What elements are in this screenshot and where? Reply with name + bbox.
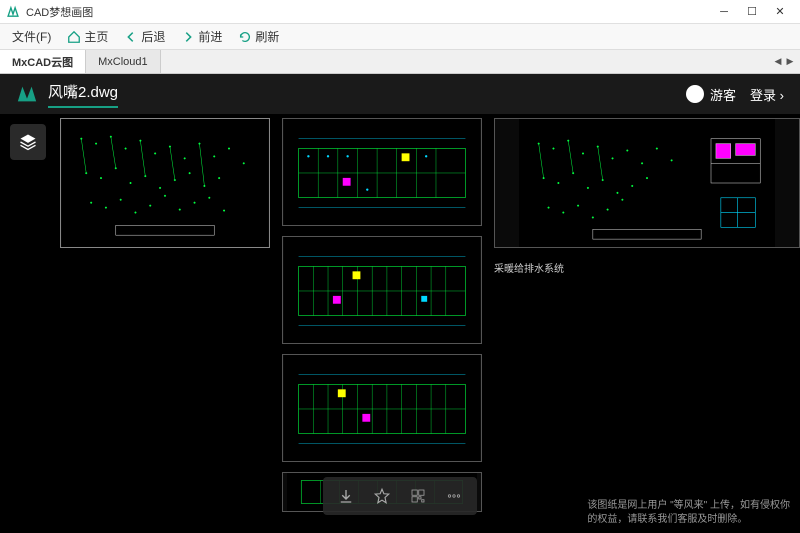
- viewer-logo-icon: [16, 83, 38, 105]
- menubar: 文件(F) 主页 后退 前进 刷新: [0, 24, 800, 50]
- home-icon: [67, 30, 81, 44]
- thumbnail-1[interactable]: [60, 118, 270, 248]
- back-icon: [124, 30, 138, 44]
- footer-copyright: 该图纸是网上用户 "等风来" 上传，如有侵权你 的权益，请联系我们客服及时删除。: [587, 499, 790, 527]
- tab-mxcloud1[interactable]: MxCloud1: [86, 50, 161, 73]
- menu-back[interactable]: 后退: [116, 25, 173, 48]
- cad-preview-icon: [283, 237, 481, 343]
- thumbnail-3[interactable]: [282, 236, 482, 344]
- maximize-button[interactable]: ☐: [738, 2, 766, 22]
- download-button[interactable]: [331, 481, 361, 511]
- menu-refresh[interactable]: 刷新: [230, 25, 287, 48]
- menu-home[interactable]: 主页: [59, 25, 116, 48]
- tab-next-icon[interactable]: ▶: [784, 56, 796, 67]
- cad-preview-icon: [61, 119, 269, 247]
- window-title: CAD梦想画图: [26, 4, 710, 20]
- thumbnail-caption: 采暖给排水系统: [494, 258, 800, 277]
- username-label: 游客: [710, 85, 736, 104]
- cad-preview-icon: [283, 355, 481, 461]
- viewer-body: 采暖给排水系统 该图纸是网上用户 "等风来" 上传，如有侵权你 的权益，请联系我…: [0, 114, 800, 533]
- thumbnail-6[interactable]: [494, 118, 800, 248]
- minimize-button[interactable]: ─: [710, 2, 738, 22]
- close-button[interactable]: ✕: [766, 2, 794, 22]
- forward-icon: [181, 30, 195, 44]
- thumbnail-4[interactable]: [282, 354, 482, 462]
- thumbnail-2[interactable]: [282, 118, 482, 226]
- cad-preview-icon: [495, 119, 799, 247]
- qrcode-button[interactable]: [403, 481, 433, 511]
- more-button[interactable]: [439, 481, 469, 511]
- login-button[interactable]: 登录 ›: [750, 85, 784, 104]
- avatar-icon: [686, 85, 704, 103]
- filename-label: 风嘴2.dwg: [48, 81, 118, 108]
- refresh-icon: [238, 30, 252, 44]
- viewer-header: 风嘴2.dwg 游客 登录 ›: [0, 74, 800, 114]
- cad-viewer: 风嘴2.dwg 游客 登录 ›: [0, 74, 800, 533]
- cad-preview-icon: [283, 119, 481, 225]
- layers-button[interactable]: [10, 124, 46, 160]
- tabbar: MxCAD云图 MxCloud1 ◀ ▶: [0, 50, 800, 74]
- tab-prev-icon[interactable]: ◀: [772, 56, 784, 67]
- app-icon: [6, 5, 20, 19]
- menu-file[interactable]: 文件(F): [4, 25, 59, 48]
- tab-nav-arrows: ◀ ▶: [768, 50, 800, 73]
- window-titlebar: CAD梦想画图 ─ ☐ ✕: [0, 0, 800, 24]
- bottom-toolbar: [323, 477, 477, 515]
- menu-forward[interactable]: 前进: [173, 25, 230, 48]
- favorite-button[interactable]: [367, 481, 397, 511]
- tab-mxcad[interactable]: MxCAD云图: [0, 50, 86, 73]
